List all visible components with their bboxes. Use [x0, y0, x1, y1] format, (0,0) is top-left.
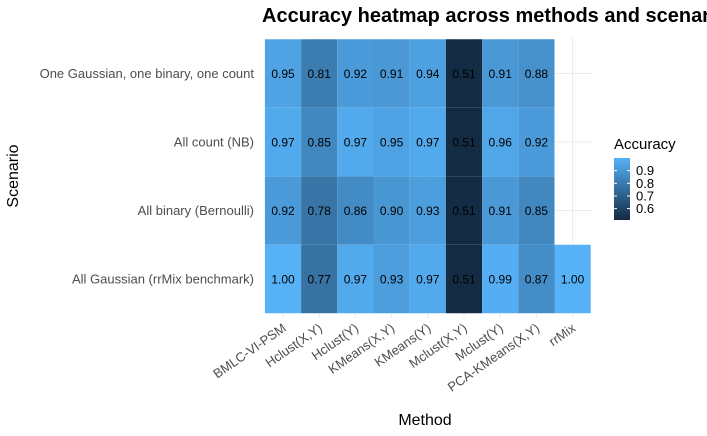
y-tick-label: All binary (Bernoulli) — [138, 203, 254, 218]
x-tick-label: rrMix — [546, 320, 579, 349]
cell-value-label: 0.92 — [525, 136, 549, 150]
legend-ticks: 0.60.70.80.9 — [614, 163, 654, 216]
cell-value-label: 0.51 — [452, 136, 476, 150]
y-tick-label: All count (NB) — [174, 135, 254, 150]
heatmap-cell — [409, 244, 446, 314]
cell-value-label: 0.96 — [489, 136, 513, 150]
cell-value-label: 0.90 — [380, 204, 404, 218]
heatmap-cell — [482, 39, 519, 108]
heatmap-cell — [445, 107, 483, 177]
cell-value-label: 0.95 — [271, 67, 295, 81]
y-tick-label: One Gaussian, one binary, one count — [40, 66, 255, 81]
heatmap-cell — [409, 176, 446, 245]
cell-value-label: 0.92 — [271, 204, 295, 218]
heatmap-cell — [301, 244, 338, 314]
heatmap-cell — [337, 107, 374, 177]
cell-value-label: 0.92 — [344, 67, 368, 81]
cell-value-label: 0.94 — [416, 67, 440, 81]
heatmap-cell — [264, 176, 302, 245]
heatmap-cell — [301, 176, 338, 245]
cell-value-label: 0.51 — [452, 273, 476, 287]
heatmap-cell — [518, 244, 555, 314]
cell-value-label: 0.85 — [525, 204, 549, 218]
cell-value-label: 1.00 — [561, 273, 585, 287]
heatmap-cell — [337, 244, 374, 314]
chart-title: Accuracy heatmap across methods and scen… — [262, 5, 707, 27]
cell-value-label: 0.91 — [489, 67, 513, 81]
heatmap-cell — [409, 107, 446, 177]
cell-value-label: 0.77 — [308, 273, 332, 287]
legend: Accuracy 0.60.70.80.9 — [614, 136, 676, 220]
heatmap-cell — [264, 107, 302, 177]
cell-value-label: 0.97 — [271, 136, 295, 150]
heatmap-cell — [264, 39, 302, 108]
heatmap-cell — [373, 244, 410, 314]
legend-title: Accuracy — [614, 136, 676, 153]
cell-value-label: 0.91 — [380, 67, 404, 81]
legend-tick-label: 0.6 — [636, 201, 654, 216]
heatmap-cell — [518, 39, 555, 108]
heatmap-cell — [482, 176, 519, 245]
heatmap-cell — [445, 176, 483, 245]
cell-value-label: 0.81 — [308, 67, 332, 81]
heatmap-cell — [373, 107, 410, 177]
heatmap-cell — [373, 39, 410, 108]
cell-value-label: 0.97 — [416, 273, 440, 287]
cell-value-label: 0.51 — [452, 204, 476, 218]
cell-value-label: 0.78 — [308, 204, 332, 218]
x-axis-title: Method — [398, 412, 451, 429]
heatmap-cell — [409, 39, 446, 108]
legend-tick-label: 0.7 — [636, 188, 654, 203]
cell-value-label: 0.91 — [489, 204, 513, 218]
heatmap-cell — [482, 244, 519, 314]
y-tick-label: All Gaussian (rrMix benchmark) — [72, 272, 254, 287]
heatmap-cell — [264, 244, 302, 314]
cell-value-label: 0.93 — [416, 204, 440, 218]
heatmap-cell — [445, 244, 483, 314]
heatmap-cell — [301, 39, 338, 108]
heatmap-cell — [337, 39, 374, 108]
heatmap-cell — [518, 176, 555, 245]
y-axis-title: Scenario — [5, 144, 22, 207]
cell-value-label: 0.51 — [452, 67, 476, 81]
heatmap-cell — [554, 244, 591, 314]
cell-value-label: 0.97 — [344, 136, 368, 150]
cell-value-label: 0.99 — [489, 273, 513, 287]
cell-label-layer: 0.95 0.81 0.92 0.91 0.94 0.51 0.91 0.88 0.97 0.85… — [271, 67, 584, 287]
cell-value-label: 0.88 — [525, 67, 549, 81]
legend-tick-label: 0.8 — [636, 176, 654, 191]
heatmap-cell — [518, 107, 555, 177]
heatmap-cell — [373, 176, 410, 245]
legend-tick-label: 0.9 — [636, 163, 654, 178]
cell-value-label: 0.93 — [380, 273, 404, 287]
cell-value-label: 1.00 — [271, 273, 295, 287]
heatmap-cell — [301, 107, 338, 177]
cell-value-label: 0.95 — [380, 136, 404, 150]
heatmap-cell — [337, 176, 374, 245]
cell-value-label: 0.87 — [525, 273, 549, 287]
cell-value-label: 0.97 — [416, 136, 440, 150]
cell-value-label: 0.86 — [344, 204, 368, 218]
cell-layer — [264, 39, 591, 314]
cell-value-label: 0.85 — [308, 136, 332, 150]
legend-colorbar — [614, 158, 630, 220]
heatmap-cell — [482, 107, 519, 177]
heatmap-cell — [445, 39, 483, 108]
cell-value-label: 0.97 — [344, 273, 368, 287]
